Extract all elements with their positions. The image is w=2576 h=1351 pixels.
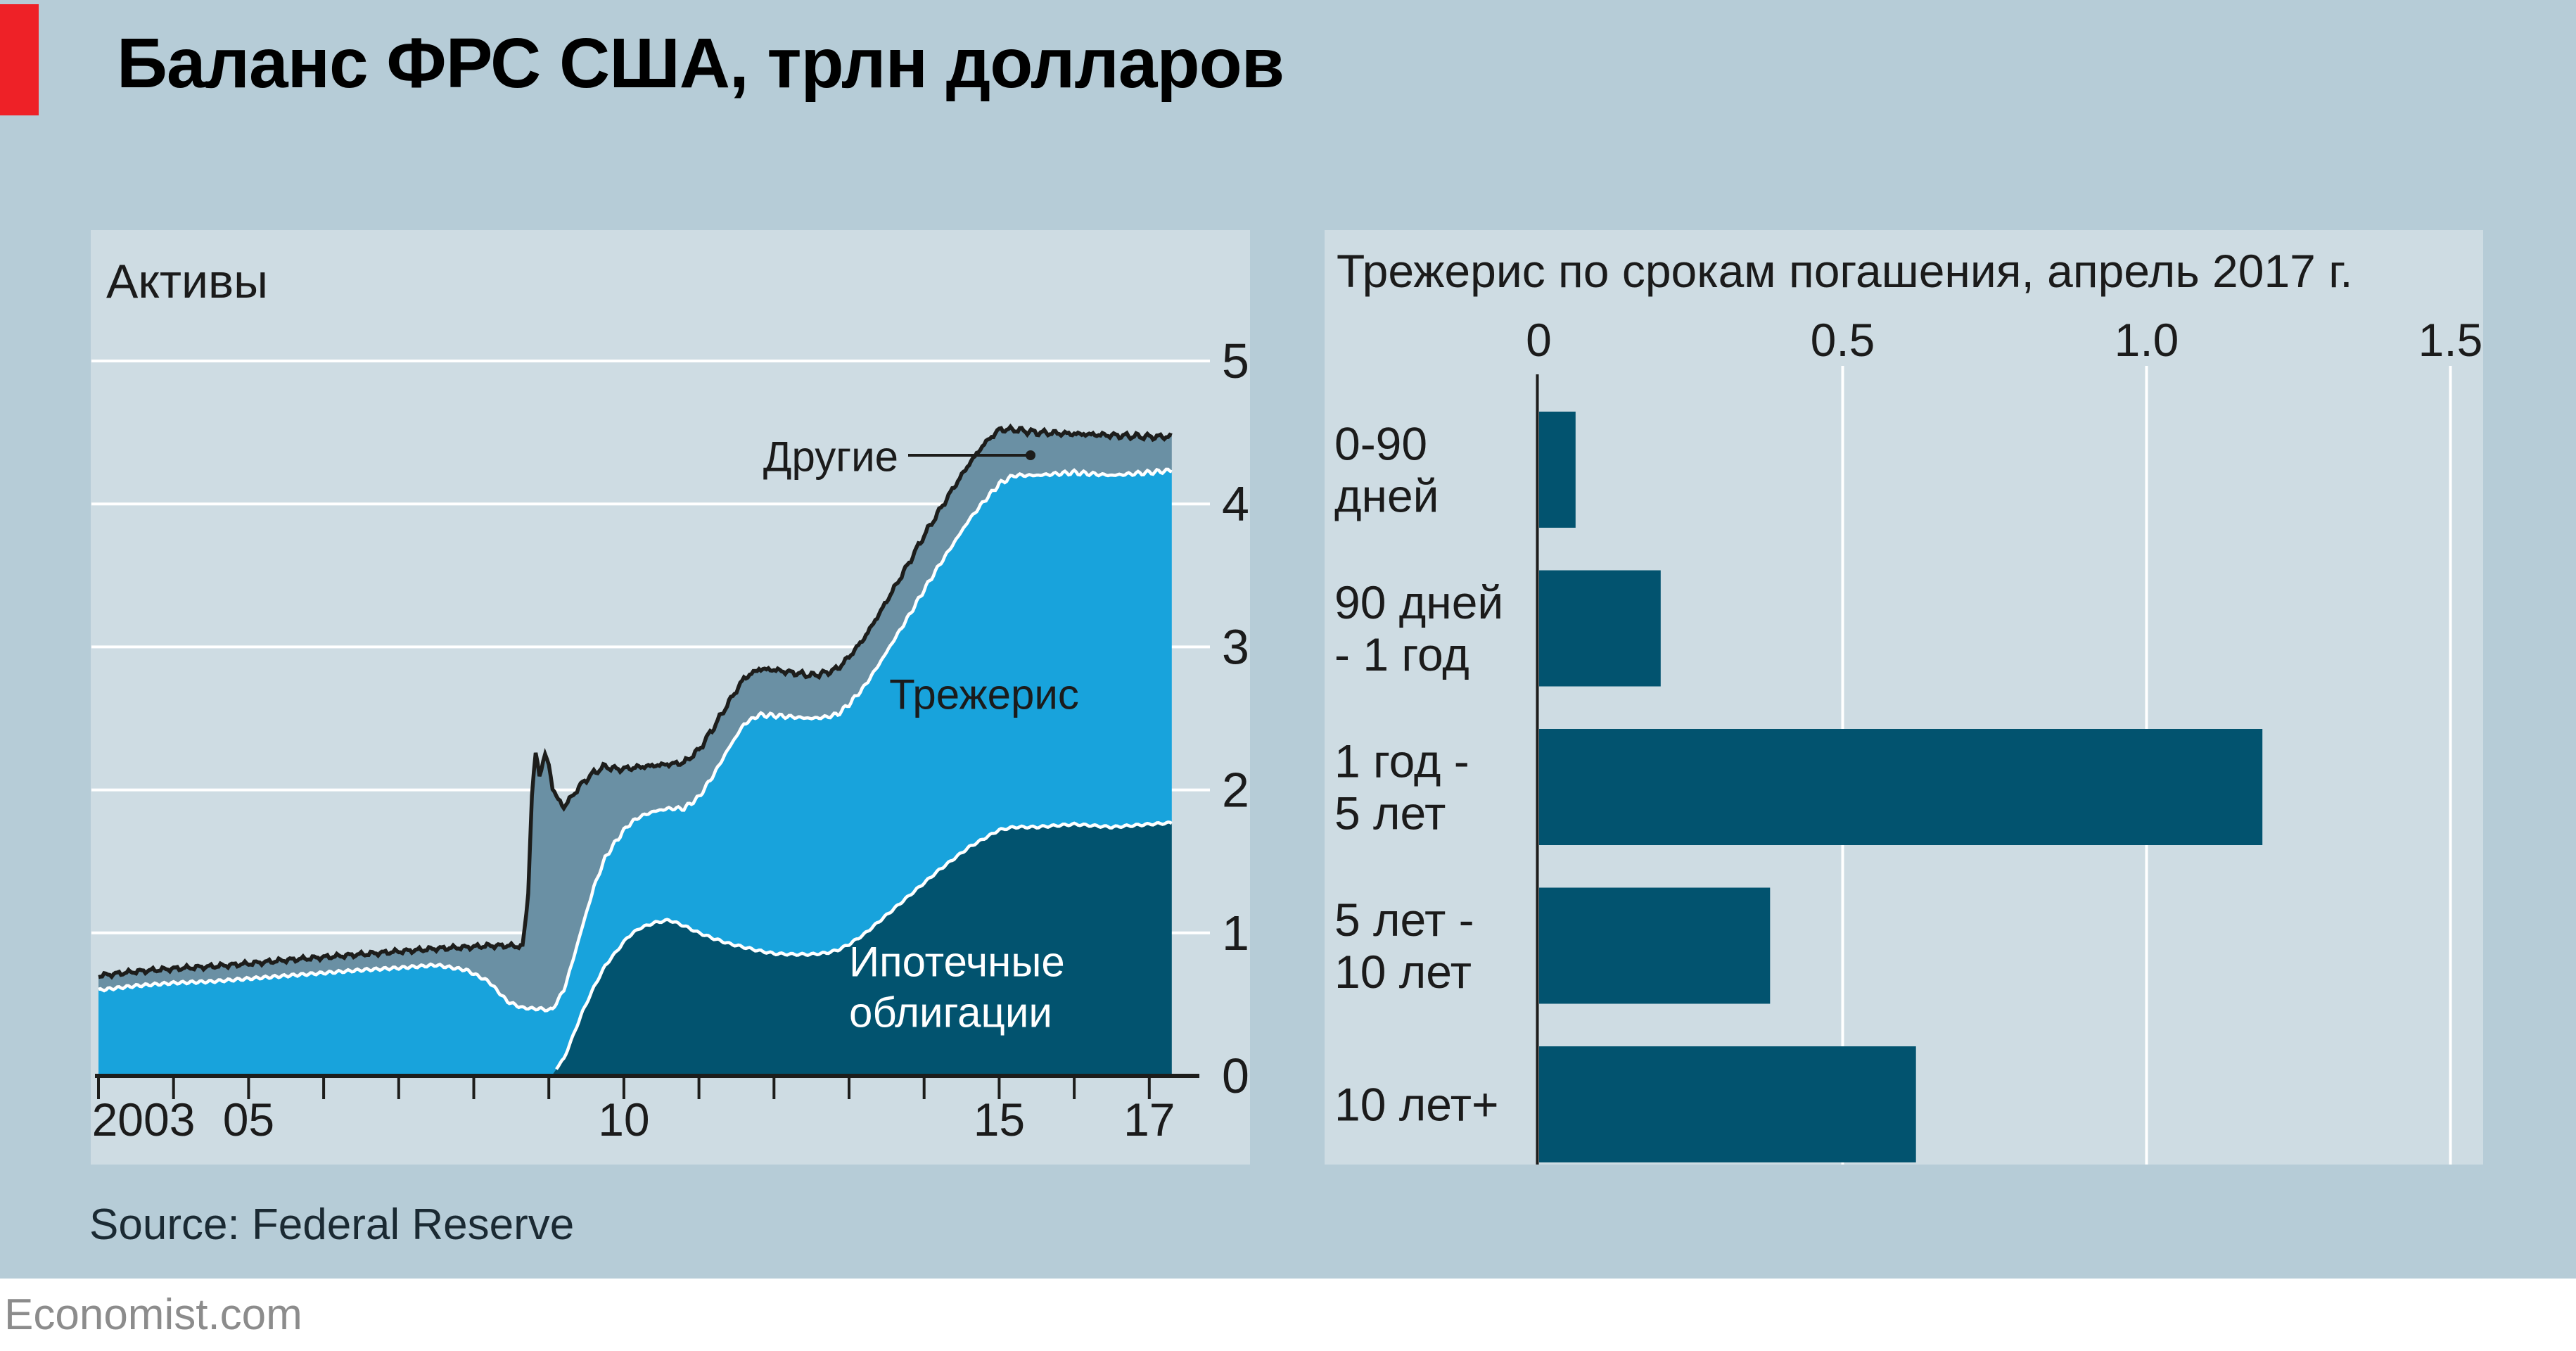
maturity-chart-panel: Трежерис по срокам погашения, апрель 201… — [1325, 230, 2483, 1165]
svg-text:2: 2 — [1222, 763, 1249, 818]
x-axis-labels: 0 0.5 1.0 1.5 — [1526, 314, 2482, 366]
svg-text:10 лет+: 10 лет+ — [1334, 1079, 1499, 1131]
total-assets-line — [98, 423, 1173, 980]
svg-text:17: 17 — [1123, 1093, 1175, 1146]
svg-text:1: 1 — [1222, 906, 1249, 960]
assets-chart-label: Активы — [106, 255, 268, 308]
other-annotation: Другие — [763, 433, 1035, 481]
svg-text:2003: 2003 — [92, 1093, 196, 1146]
svg-text:Ипотечные: Ипотечные — [849, 939, 1065, 986]
bar-2 — [1539, 729, 2263, 845]
svg-text:5 лет: 5 лет — [1334, 787, 1446, 839]
economist-wordmark: Economist.com — [4, 1290, 302, 1339]
maturity-chart-title: Трежерис по срокам погашения, апрель 201… — [1337, 245, 2353, 297]
treasuries-area — [98, 469, 1172, 1076]
svg-text:0: 0 — [1526, 314, 1552, 366]
svg-text:1.0: 1.0 — [2115, 314, 2179, 366]
bar-4 — [1539, 1046, 1916, 1162]
mortgage-bonds-area — [98, 822, 1172, 1076]
svg-text:0: 0 — [1222, 1048, 1249, 1103]
y-axis-labels: 5 4 3 2 1 0 — [1222, 334, 1249, 1103]
x-axis-labels: 2003 05 10 15 17 — [92, 1093, 1175, 1146]
svg-text:- 1 год: - 1 год — [1334, 628, 1469, 680]
svg-text:Другие: Другие — [763, 433, 898, 481]
maturity-bars — [1539, 412, 2263, 1162]
bar-3 — [1539, 887, 1771, 1004]
svg-text:0-90: 0-90 — [1334, 418, 1427, 470]
svg-text:15: 15 — [974, 1093, 1025, 1146]
bar-0 — [1539, 412, 1576, 528]
source-note: Source: Federal Reserve — [89, 1200, 575, 1249]
svg-text:4: 4 — [1222, 476, 1249, 531]
treasuries-annotation: Трежерис — [889, 671, 1079, 718]
assets-chart-panel: Активы 5 4 3 2 1 0 2003 05 10 15 17 Другие Трежерис И… — [91, 230, 1250, 1165]
svg-text:5 лет -: 5 лет - — [1334, 894, 1474, 946]
svg-text:дней: дней — [1334, 470, 1439, 522]
svg-text:0.5: 0.5 — [1811, 314, 1875, 366]
x-axis-ticks — [97, 1076, 1151, 1099]
svg-text:1 год -: 1 год - — [1334, 735, 1469, 787]
svg-text:10 лет: 10 лет — [1334, 946, 1472, 998]
svg-text:3: 3 — [1222, 619, 1249, 674]
treasuries-top-line — [98, 467, 1173, 1013]
svg-text:облигации: облигации — [849, 989, 1052, 1036]
footer-bar: Economist.com — [0, 1279, 2576, 1351]
svg-text:05: 05 — [223, 1093, 274, 1146]
bar-1 — [1539, 570, 1661, 687]
mortgage-top-line — [555, 820, 1173, 1070]
svg-text:10: 10 — [598, 1093, 649, 1146]
brand-red-block — [0, 4, 39, 115]
svg-text:90 дней: 90 дней — [1334, 576, 1503, 628]
svg-text:5: 5 — [1222, 334, 1249, 388]
page-title: Баланс ФРС США, трлн долларов — [117, 24, 1284, 103]
svg-text:1.5: 1.5 — [2418, 314, 2483, 366]
